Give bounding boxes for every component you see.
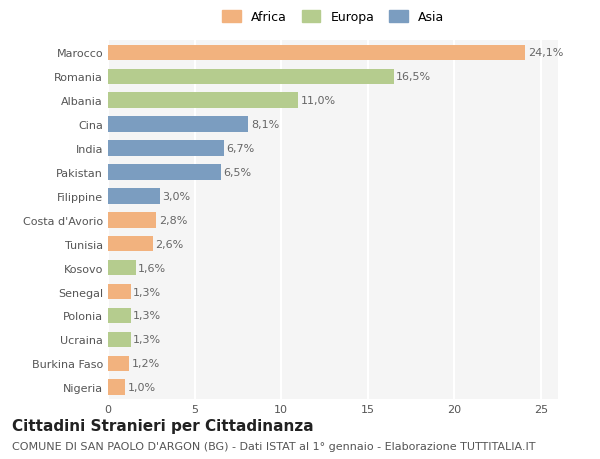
Text: 3,0%: 3,0%	[163, 191, 191, 202]
Text: 2,8%: 2,8%	[159, 215, 187, 225]
Text: 16,5%: 16,5%	[396, 72, 431, 82]
Text: COMUNE DI SAN PAOLO D'ARGON (BG) - Dati ISTAT al 1° gennaio - Elaborazione TUTTI: COMUNE DI SAN PAOLO D'ARGON (BG) - Dati …	[12, 441, 536, 451]
Text: 6,5%: 6,5%	[223, 168, 251, 178]
Text: 8,1%: 8,1%	[251, 120, 279, 130]
Bar	[108, 213, 157, 228]
Bar	[108, 69, 394, 85]
Bar	[108, 93, 298, 109]
Text: 1,3%: 1,3%	[133, 287, 161, 297]
Legend: Africa, Europa, Asia: Africa, Europa, Asia	[218, 7, 448, 28]
Bar	[108, 308, 131, 324]
Text: 1,3%: 1,3%	[133, 311, 161, 321]
Bar	[108, 260, 136, 276]
Bar	[108, 236, 153, 252]
Text: 1,0%: 1,0%	[128, 382, 156, 392]
Text: Cittadini Stranieri per Cittadinanza: Cittadini Stranieri per Cittadinanza	[12, 418, 314, 433]
Bar	[108, 189, 160, 204]
Bar	[108, 284, 131, 300]
Text: 6,7%: 6,7%	[227, 144, 255, 154]
Text: 2,6%: 2,6%	[155, 239, 184, 249]
Bar	[108, 141, 224, 157]
Bar	[108, 117, 248, 133]
Text: 1,6%: 1,6%	[138, 263, 166, 273]
Text: 11,0%: 11,0%	[301, 96, 336, 106]
Text: 24,1%: 24,1%	[528, 48, 563, 58]
Bar	[108, 45, 525, 61]
Bar	[108, 356, 129, 371]
Bar	[108, 165, 221, 180]
Bar	[108, 332, 131, 347]
Text: 1,3%: 1,3%	[133, 335, 161, 345]
Text: 1,2%: 1,2%	[131, 358, 160, 369]
Bar	[108, 380, 125, 395]
